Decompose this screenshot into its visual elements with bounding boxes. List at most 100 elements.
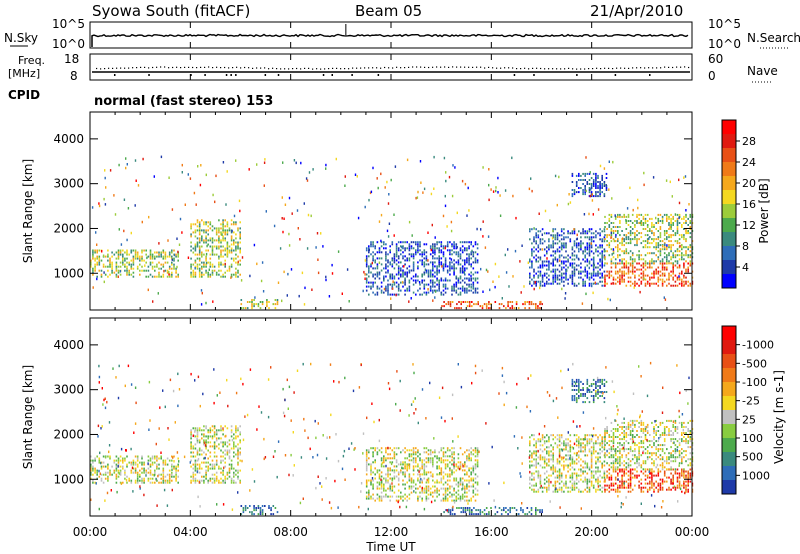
range-gate-cell	[614, 215, 617, 218]
range-gate-cell	[194, 275, 197, 278]
range-gate-cell	[151, 481, 154, 484]
range-gate-cell	[205, 471, 207, 474]
range-gate-cell	[550, 270, 552, 273]
range-gate-cell	[400, 267, 402, 270]
range-gate-cell	[638, 213, 640, 216]
range-gate-cell	[603, 264, 606, 267]
range-gate-cell	[196, 435, 199, 438]
scatter-cell	[625, 219, 627, 222]
nave-dot	[352, 67, 354, 69]
range-gate-cell	[597, 250, 599, 253]
range-gate-cell	[588, 183, 591, 185]
scatter-cell	[597, 208, 600, 211]
nave-dot	[564, 68, 566, 70]
range-gate-cell	[122, 253, 124, 256]
range-gate-cell	[595, 174, 597, 177]
range-gate-cell	[461, 267, 464, 270]
range-gate-cell	[625, 222, 628, 224]
range-gate-cell	[389, 469, 391, 472]
range-gate-cell	[92, 469, 94, 472]
range-gate-cell	[590, 177, 593, 179]
range-gate-cell	[96, 471, 98, 474]
range-gate-cell	[595, 272, 597, 275]
range-gate-cell	[154, 251, 156, 254]
range-gate-cell	[239, 431, 241, 434]
range-gate-cell	[466, 465, 468, 468]
range-gate-cell	[228, 249, 231, 252]
range-gate-cell	[595, 266, 597, 269]
range-gate-cell	[201, 265, 203, 268]
range-gate-cell	[533, 458, 535, 461]
range-gate-cell	[582, 191, 584, 194]
range-gate-cell	[111, 267, 113, 270]
range-gate-cell	[552, 466, 554, 469]
range-gate-cell	[535, 248, 537, 251]
range-gate-cell	[560, 278, 563, 281]
scatter-cell	[489, 288, 491, 292]
range-gate-cell	[132, 471, 135, 474]
range-gate-cell	[149, 481, 152, 484]
range-gate-cell	[548, 260, 550, 263]
range-gate-cell	[132, 261, 135, 264]
range-gate-cell	[541, 278, 544, 281]
range-gate-cell	[230, 459, 233, 462]
range-gate-cell	[164, 261, 167, 264]
range-gate-cell	[683, 217, 685, 220]
range-gate-cell	[449, 479, 451, 482]
range-gate-cell	[546, 464, 548, 467]
range-gate-cell	[599, 276, 601, 279]
range-gate-cell	[595, 183, 597, 185]
nave-dot	[168, 67, 170, 69]
range-gate-cell	[96, 251, 98, 254]
range-gate-cell	[124, 471, 126, 474]
range-gate-cell	[571, 181, 574, 183]
range-gate-cell	[578, 250, 580, 253]
range-gate-cell	[676, 220, 679, 222]
range-gate-cell	[421, 255, 423, 258]
range-gate-cell	[436, 241, 438, 244]
scatter-cell	[470, 286, 472, 289]
range-gate-cell	[578, 191, 580, 194]
range-gate-cell	[477, 303, 479, 306]
range-gate-cell	[192, 447, 195, 450]
range-gate-cell	[410, 485, 413, 488]
range-gate-cell	[385, 473, 387, 476]
range-gate-cell	[608, 217, 611, 220]
range-tick-label: 1000	[53, 266, 84, 280]
range-gate-cell	[92, 465, 94, 468]
range-gate-cell	[537, 250, 540, 253]
range-gate-cell	[672, 262, 674, 265]
range-gate-cell	[368, 451, 370, 454]
range-gate-cell	[100, 461, 103, 464]
scatter-cell	[653, 239, 655, 243]
range-gate-cell	[477, 301, 479, 303]
range-gate-cell	[459, 271, 462, 274]
range-gate-cell	[154, 457, 156, 460]
range-gate-cell	[461, 453, 464, 456]
range-gate-cell	[213, 477, 216, 480]
range-gate-cell	[563, 244, 565, 247]
range-gate-cell	[393, 259, 396, 262]
range-gate-cell	[406, 267, 408, 270]
range-gate-cell	[629, 242, 632, 245]
scatter-cell	[494, 285, 496, 289]
range-gate-cell	[529, 478, 531, 481]
range-gate-cell	[451, 293, 453, 296]
range-gate-cell	[668, 254, 670, 257]
range-gate-cell	[404, 487, 406, 490]
range-gate-cell	[672, 252, 674, 255]
nave-dot	[308, 67, 310, 69]
scatter-cell	[678, 216, 680, 220]
range-gate-cell	[393, 281, 396, 284]
range-gate-cell	[456, 303, 458, 306]
range-gate-cell	[380, 497, 383, 500]
noise-left-label: N.Sky	[4, 31, 38, 45]
range-gate-cell	[575, 268, 578, 271]
range-gate-cell	[410, 255, 413, 258]
scatter-cell	[181, 171, 183, 174]
range-gate-cell	[445, 509, 447, 512]
range-gate-cell	[434, 451, 436, 454]
range-gate-cell	[421, 465, 423, 468]
nave-dot	[412, 66, 414, 68]
range-gate-cell	[565, 260, 567, 263]
